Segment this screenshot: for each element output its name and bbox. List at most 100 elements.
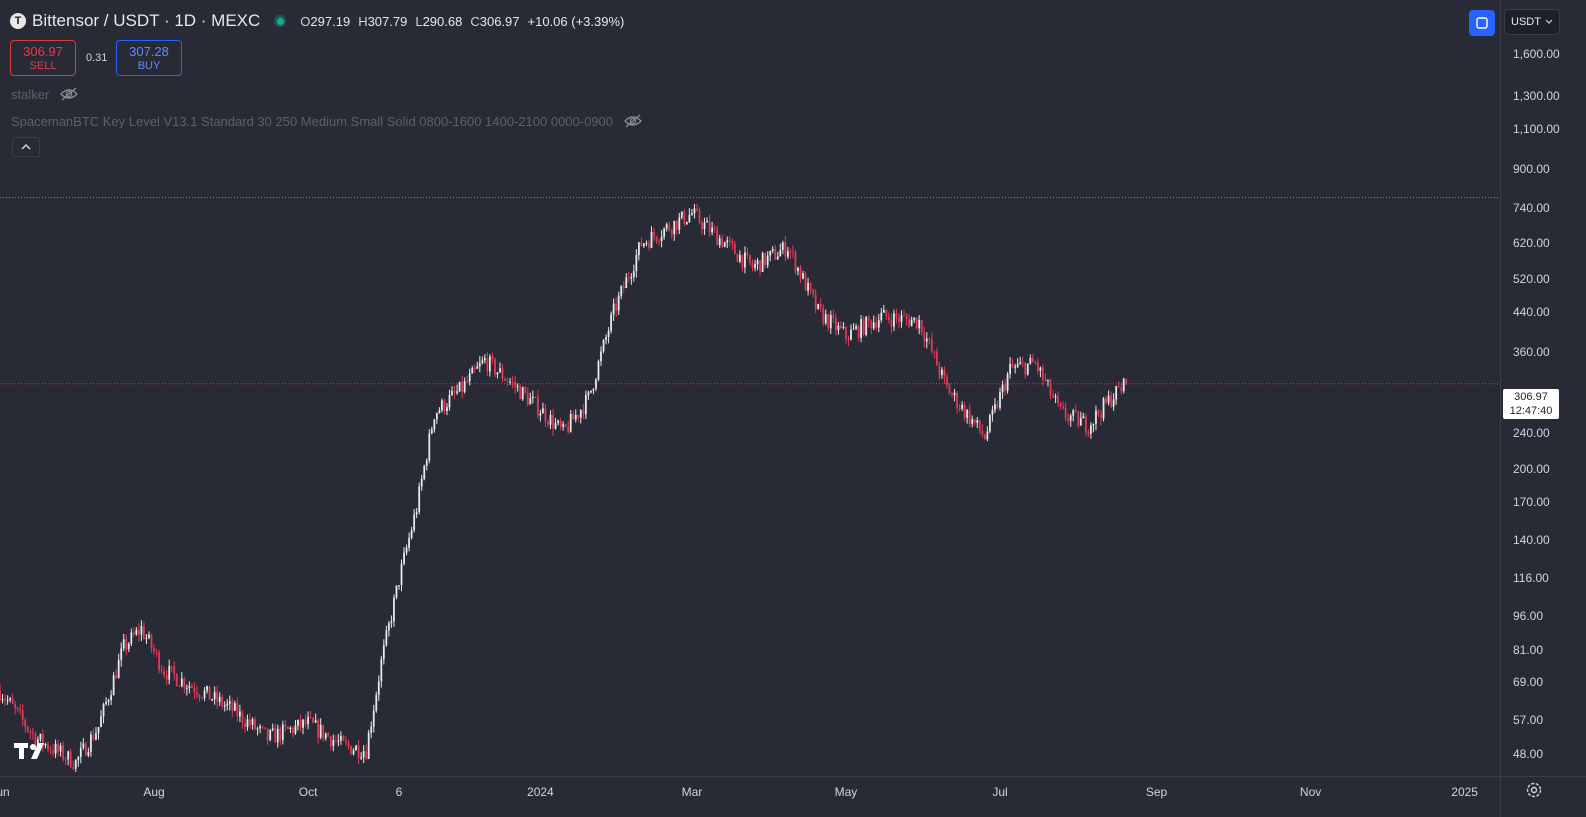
- screenshot-button[interactable]: [1469, 10, 1495, 36]
- candle-body: [334, 740, 337, 742]
- price-tick: 96.00: [1513, 608, 1544, 623]
- price-tick: 240.00: [1513, 425, 1550, 440]
- candle-body: [1011, 363, 1014, 368]
- candle-body: [988, 415, 991, 432]
- candle-body: [1097, 410, 1100, 415]
- candle-body: [223, 705, 226, 707]
- candle-body: [271, 728, 274, 731]
- candle-body: [994, 404, 996, 411]
- candle-body: [304, 719, 307, 725]
- candle-body: [531, 396, 534, 398]
- candle-body: [956, 392, 958, 409]
- candle-body: [188, 685, 191, 688]
- candle-body: [930, 339, 933, 352]
- price-tick: 116.00: [1513, 570, 1549, 585]
- candle-body: [693, 208, 696, 214]
- settings-icon[interactable]: [1525, 781, 1543, 799]
- candle-body: [476, 366, 479, 369]
- candle-body: [286, 726, 289, 729]
- candle-body: [266, 728, 269, 740]
- candle-body: [855, 326, 857, 329]
- candle-body: [946, 376, 948, 386]
- candle-body: [377, 681, 380, 695]
- candle-body: [375, 694, 378, 711]
- candle-body: [542, 408, 544, 414]
- candle-body: [1082, 416, 1085, 419]
- candle-body: [943, 369, 946, 377]
- candle-body: [978, 420, 981, 431]
- candle-body: [925, 338, 928, 342]
- candle-body: [385, 630, 388, 645]
- chart-area[interactable]: [0, 0, 1500, 776]
- candle-body: [337, 740, 340, 742]
- candle-body: [228, 701, 231, 704]
- candle-body: [342, 736, 345, 741]
- candle-body: [398, 585, 400, 587]
- eye-off-icon[interactable]: [623, 113, 643, 129]
- candle-body: [1047, 380, 1049, 382]
- candle-body: [842, 327, 845, 329]
- candle-body: [163, 671, 166, 676]
- price-tick: 1,600.00: [1513, 47, 1560, 62]
- candle-body: [898, 317, 900, 322]
- candle-body: [284, 724, 287, 727]
- candle-body: [448, 395, 451, 408]
- candle-body: [299, 719, 302, 728]
- candle-body: [127, 643, 130, 650]
- candle-body: [451, 390, 453, 396]
- candle-body: [622, 286, 625, 289]
- candle-body: [822, 307, 825, 324]
- candle-body: [612, 303, 615, 315]
- candle-body: [259, 726, 262, 729]
- candle-body: [713, 227, 716, 230]
- candle-body: [923, 332, 926, 342]
- candle-body: [953, 392, 956, 395]
- symbol-header: T Bittensor / USDT · 1D · MEXC O297.19 H…: [10, 11, 624, 31]
- candle-body: [79, 747, 82, 757]
- candle-body: [269, 730, 272, 740]
- candle-body: [327, 733, 330, 737]
- candle-body: [1122, 378, 1125, 392]
- candle-body: [153, 648, 155, 652]
- price-axis[interactable]: 1,600.00 1,300.00 1,100.00 900.00 740.00 620.…: [1500, 0, 1586, 776]
- buy-button[interactable]: 307.28 BUY: [116, 40, 182, 76]
- candle-body: [453, 390, 456, 393]
- candle-body: [24, 719, 27, 727]
- currency-selector[interactable]: USDT: [1504, 9, 1560, 35]
- price-tick: 200.00: [1513, 462, 1550, 477]
- candle-body: [486, 358, 489, 372]
- candle-body: [372, 710, 375, 727]
- candle-body: [289, 727, 292, 729]
- sell-label: SELL: [29, 60, 57, 72]
- candle-body: [600, 351, 602, 362]
- sell-button[interactable]: 306.97 SELL: [10, 40, 76, 76]
- candle-body: [355, 745, 357, 751]
- candle-body: [97, 727, 100, 734]
- symbol-title[interactable]: Bittensor / USDT · 1D · MEXC: [32, 11, 261, 30]
- time-axis[interactable]: Jun Aug Oct 6 2024 Mar May Jul Sep Nov 2025: [0, 776, 1500, 817]
- tradingview-logo-icon[interactable]: [14, 741, 50, 761]
- ohlc-open: O297.19: [300, 13, 351, 29]
- collapse-indicators-button[interactable]: [12, 137, 40, 157]
- candle-body: [1112, 399, 1115, 407]
- candle-body: [69, 751, 72, 768]
- eye-off-icon[interactable]: [59, 86, 79, 102]
- candle-body: [84, 743, 87, 756]
- candle-body: [630, 276, 633, 279]
- candle-body: [425, 460, 428, 466]
- candle-body: [807, 282, 809, 291]
- candle-body: [145, 637, 148, 639]
- candle-body: [1062, 406, 1065, 408]
- candle-body: [1004, 384, 1006, 391]
- candle-body: [130, 632, 133, 644]
- candle-body: [968, 409, 971, 425]
- candlestick-chart[interactable]: [0, 0, 1500, 776]
- market-status-icon[interactable]: [274, 15, 287, 27]
- indicator-key-level[interactable]: SpacemanBTC Key Level V13.1 Standard 30 …: [11, 113, 643, 129]
- candle-body: [329, 736, 332, 747]
- candle-body: [1105, 398, 1107, 403]
- candle-body: [367, 732, 370, 759]
- candle-body: [847, 338, 850, 340]
- indicator-stalker[interactable]: stalker: [11, 86, 79, 102]
- candle-body: [597, 361, 600, 380]
